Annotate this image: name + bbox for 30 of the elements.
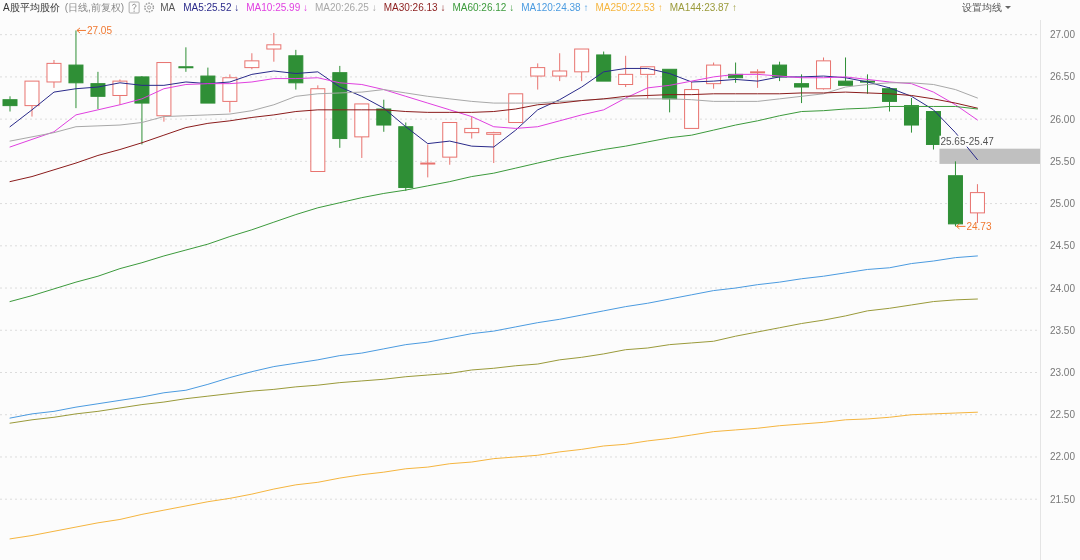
text: MA20:26.25 ↓ (315, 2, 377, 13)
y-tick-label: 21.50 (1049, 493, 1076, 505)
annotation: 27.05 (86, 24, 113, 36)
y-tick-label: 22.00 (1049, 451, 1076, 463)
text: MA10:25.99 ↓ (246, 2, 308, 13)
y-tick-label: 24.50 (1049, 240, 1076, 252)
line-series (9, 255, 978, 419)
text: MA30:26.13 ↓ (383, 2, 446, 13)
legend-title: MA (160, 2, 176, 13)
text: MA144:23.87 ↑ (669, 2, 737, 13)
line-series (9, 411, 978, 540)
text: MA5:25.52 ↓ (183, 2, 240, 13)
text: MA250:22.53 ↑ (595, 2, 663, 13)
y-tick-label: 23.00 (1049, 367, 1076, 378)
y-tick-label: 26.50 (1049, 71, 1076, 83)
annotation: 24.73 (966, 220, 992, 232)
y-tick-label: 22.50 (1049, 409, 1076, 421)
y-tick-label: 25.50 (1049, 155, 1076, 167)
chart-subtitle: (日线,前复权) (64, 2, 125, 13)
chart-title: A股平均股价 (3, 2, 60, 13)
band-label: 25.65-25.47 (940, 135, 995, 147)
y-tick-label: 27.00 (1049, 29, 1076, 41)
y-tick-label: 23.50 (1049, 324, 1076, 336)
y-tick-label: 25.00 (1049, 198, 1076, 210)
line-series (9, 298, 978, 424)
text: 设置均线 (962, 2, 1002, 13)
y-tick-label: 24.00 (1049, 282, 1076, 294)
text: MA120:24.38 ↑ (521, 2, 589, 13)
y-tick-label: 26.00 (1049, 113, 1076, 125)
text: MA60:26.12 ↓ (452, 2, 515, 13)
